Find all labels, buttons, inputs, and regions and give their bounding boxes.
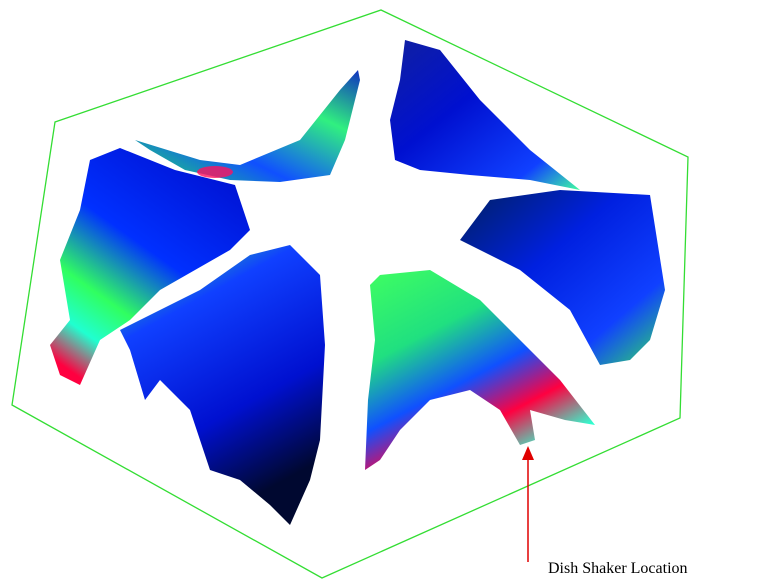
surface-piece: [50, 148, 250, 385]
surface-piece: [460, 190, 665, 365]
surface-piece: [135, 70, 360, 182]
arrow-head: [522, 446, 534, 460]
hotspot: [197, 166, 233, 178]
surface-piece: [120, 245, 325, 525]
annotation-label: Dish Shaker Location: [548, 560, 688, 577]
surface-piece: [365, 270, 595, 470]
surface-piece: [390, 40, 580, 190]
hexagon-outline: [11, 9, 689, 579]
